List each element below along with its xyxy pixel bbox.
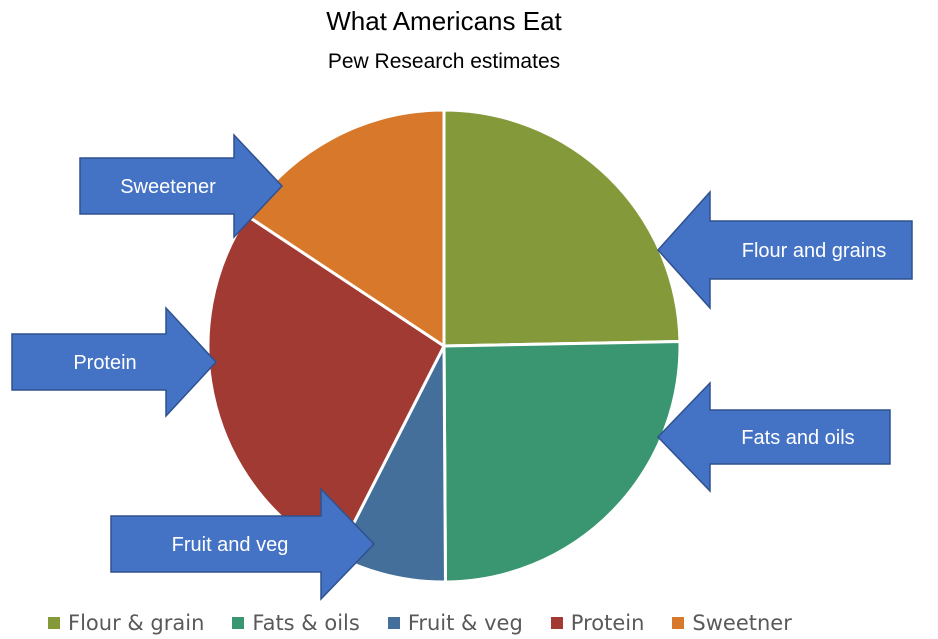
arrow-fats-and-oils: Fats and oils [656,381,891,493]
pie-slice-fats-and-oils [442,340,682,584]
legend-swatch [387,617,400,629]
legend-item-protein: Protein [550,611,645,635]
pie-slices [206,108,682,584]
legend-label: Protein [570,611,645,635]
arrow-protein: Protein [11,306,218,418]
chart-subtitle: Pew Research estimates [327,50,561,73]
legend-item-sweetner: Sweetner [672,611,792,635]
chart-legend: Flour & grain Fats & oils Fruit & veg Prote… [48,608,898,638]
legend-item-fats-and-oils: Fats & oils [232,611,360,635]
arrow-shape [79,133,284,239]
legend-label: Fats & oils [252,611,360,635]
legend-label: Sweetner [692,611,792,635]
arrow-flour-and-grains: Flour and grains [656,190,913,310]
pie-chart: Flour and grains Fats and oils Fruit and v… [11,108,913,601]
chart-title: What Americans Eat [326,6,562,36]
arrow-label: Protein [73,352,136,374]
annotation-arrows: Flour and grains Fats and oils Fruit and v… [11,133,913,601]
pie-slice-flour-and-grain [442,108,682,348]
legend-swatch [550,617,563,629]
legend-swatch [232,617,245,629]
arrow-shape [656,381,891,493]
arrow-label: Flour and grains [742,240,887,262]
arrow-shape [11,306,218,418]
arrow-label: Sweetener [120,176,216,198]
arrow-shape [110,487,376,601]
legend-label: Fruit & veg [407,611,523,635]
legend-swatch [672,617,685,629]
legend-label: Flour & grain [68,611,205,635]
arrow-shape [656,190,913,310]
legend-item-flour-and-grain: Flour & grain [48,611,204,635]
arrow-label: Fats and oils [741,427,854,449]
arrow-label: Fruit and veg [172,534,289,556]
legend-item-fruit-and-veg: Fruit & veg [387,611,523,635]
legend-swatch [48,617,60,629]
arrow-sweetener: Sweetener [79,133,284,239]
arrow-fruit-and-veg: Fruit and veg [110,487,376,601]
